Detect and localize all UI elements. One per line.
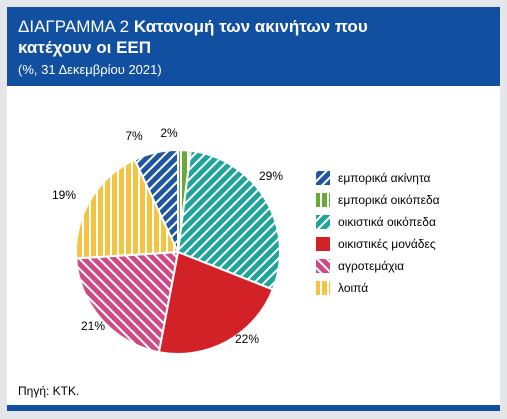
legend-label-5: λοιπά bbox=[338, 281, 368, 295]
slice-label-2: 29% bbox=[259, 169, 283, 183]
legend-swatch-0 bbox=[316, 171, 330, 185]
chart-subtitle: (%, 31 Δεκεμβρίου 2021) bbox=[18, 62, 162, 77]
chart-title-main-1: Κατανομή των ακινήτων που bbox=[133, 17, 368, 36]
legend: εμπορικά ακίνητα εμπορικά οικόπεδα οικιστι… bbox=[316, 171, 440, 295]
chart-header: ΔΙΑΓΡΑΜΜΑ 2 Κατανομή των ακινήτων που κα… bbox=[7, 7, 500, 86]
chart-title-line1: ΔΙΑΓΡΑΜΜΑ 2 Κατανομή των ακινήτων που bbox=[18, 17, 368, 37]
chart-title-line2: κατέχουν οι ΕΕΠ bbox=[18, 38, 152, 57]
pie-slice-5 bbox=[75, 158, 180, 260]
slice-labels: 7% 2% 29% 22% 21% 19% bbox=[52, 126, 283, 346]
source-note: Πηγή: ΚΤΚ. bbox=[18, 384, 80, 398]
chart-title-prefix: ΔΙΑΓΡΑΜΜΑ 2 bbox=[18, 17, 130, 36]
slice-label-1: 2% bbox=[160, 126, 178, 140]
chart-frame: ΔΙΑΓΡΑΜΜΑ 2 Κατανομή των ακινήτων που κα… bbox=[7, 7, 500, 411]
bottom-bar bbox=[7, 405, 500, 411]
legend-label-3: οικιστικές μονάδες bbox=[338, 237, 436, 251]
legend-swatch-2 bbox=[316, 215, 330, 229]
legend-swatch-4 bbox=[316, 259, 330, 273]
pie-slice-4 bbox=[75, 250, 180, 354]
pie-slices bbox=[75, 148, 281, 355]
slice-label-5: 19% bbox=[52, 188, 76, 202]
legend-label-1: εμπορικά οικόπεδα bbox=[338, 193, 440, 207]
slice-label-3: 22% bbox=[235, 332, 259, 346]
pie-slice-3 bbox=[157, 250, 275, 355]
legend-swatch-5 bbox=[316, 281, 330, 295]
legend-label-2: οικιστικά οικόπεδα bbox=[338, 215, 436, 229]
legend-swatch-3 bbox=[316, 237, 330, 251]
legend-label-4: αγροτεμάχια bbox=[338, 259, 404, 273]
pie-chart: 7% 2%29%22%21%19% εμπορικά ακίνηταεμπορικ… bbox=[52, 126, 440, 355]
pie-slice-2 bbox=[176, 149, 281, 291]
legend-swatch-1 bbox=[316, 193, 330, 207]
slice-label-4: 21% bbox=[81, 319, 105, 333]
legend-label-0: εμπορικά ακίνητα bbox=[338, 171, 431, 185]
slice-label-0: 7% bbox=[125, 129, 143, 143]
